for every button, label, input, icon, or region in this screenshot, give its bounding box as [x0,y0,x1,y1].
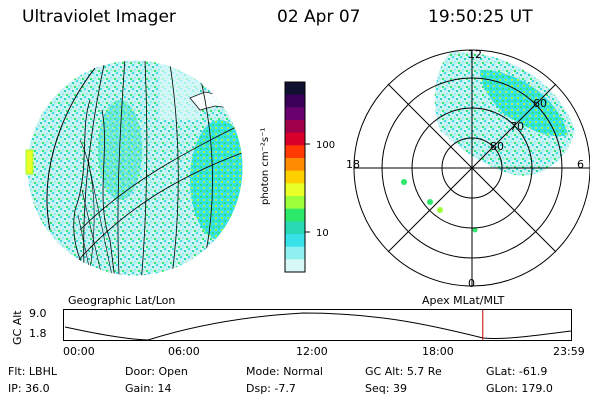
colorbar-segment [285,196,305,210]
timeline-xtick-0000: 00:00 [63,345,95,358]
colorbar-segment [285,170,305,184]
colorbar-segment [285,246,305,260]
colorbar-segment [285,120,305,134]
colorbar-segment [285,132,305,146]
colorbar-border [284,81,306,273]
colorbar-tick-100: 100 [316,140,336,151]
instrument-title: Ultraviolet Imager [22,7,176,27]
status-door: Door: Open [125,365,188,378]
timeline-xtick-1800: 18:00 [422,345,454,358]
status-gc-alt: GC Alt: 5.7 Re [365,365,442,378]
status-glat: GLat: -61.9 [486,365,548,378]
colorbar-segment [285,234,305,248]
colorbar-segment [285,259,305,273]
left-panel-label: Geographic Lat/Lon [68,294,176,307]
timeline-xtick-0600: 06:00 [168,345,200,358]
status-dsp: Dsp: -7.7 [246,382,296,395]
colorbar-segment [285,183,305,197]
geographic-image [25,59,244,277]
colorbar-segment [285,221,305,235]
status-seq: Seq: 39 [365,382,407,395]
timeline-xtick-2359: 23:59 [553,345,585,358]
mlat-label-70: 70 [510,120,524,133]
mlt-label-6: 6 [577,158,584,171]
time-label: 19:50:25 UT [428,7,533,27]
timeline-ytick-high: 9.0 [29,307,47,320]
polar-mlt-plot [353,49,590,287]
colorbar-unit-label: photon cm⁻²s⁻¹ [260,127,271,205]
status-gain: Gain: 14 [125,382,172,395]
altitude-timeline [63,309,572,341]
status-glon: GLon: 179.0 [486,382,553,395]
colorbar [284,81,310,273]
mlt-label-12: 12 [468,48,482,61]
colorbar-segment [285,158,305,172]
mlt-label-0: 0 [468,277,475,290]
colorbar-segment [285,82,305,96]
colorbar-segment [285,145,305,159]
status-mode: Mode: Normal [246,365,323,378]
right-panel-label: Apex MLat/MLT [422,294,505,307]
colorbar-segment [285,94,305,108]
colorbar-segment [285,107,305,121]
mlt-label-18: 18 [346,158,360,171]
mlat-label-60: 60 [533,97,547,110]
status-ip: IP: 36.0 [8,382,50,395]
status-flt: Flt: LBHL [8,365,57,378]
colorbar-segment [285,208,305,222]
mlat-label-80: 80 [490,140,504,153]
date-label: 02 Apr 07 [277,7,361,27]
colorbar-tick-10: 10 [316,228,329,239]
timeline-xtick-1200: 12:00 [296,345,328,358]
timeline-ytick-low: 1.8 [29,327,47,340]
timeline-ylabel: GC Alt [11,310,24,345]
